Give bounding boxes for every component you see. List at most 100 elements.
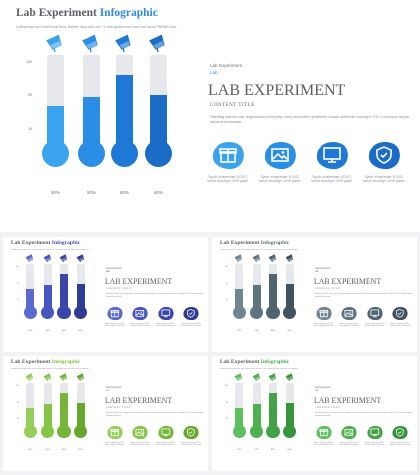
thumbnail-slide-indigo[interactable]: Lab Experiment Infographic Letterpress ne… (3, 237, 208, 352)
icon-blob-badge[interactable] (210, 140, 246, 170)
bar-percent-label: 60% (287, 449, 292, 452)
axis-tick-label: 50 (225, 282, 228, 285)
icon-blob-badge[interactable] (315, 306, 333, 321)
icon-blob-badge[interactable] (340, 425, 358, 440)
slide-subtitle: Letterpress next level trust fund. Befor… (10, 249, 90, 252)
beaker-pour-icon (251, 253, 263, 263)
icon-blob-badge[interactable] (315, 425, 333, 440)
thermometer-bulb (232, 424, 246, 438)
title-accent-text: Infographic (51, 359, 81, 366)
monitor-icon (323, 147, 341, 163)
icon-blob-badge[interactable] (366, 425, 384, 440)
blob-caption: Synth chartreuse XOXO, tacos brooklyn VH… (181, 322, 202, 327)
slide-title: Lab Experiment Infographic (11, 359, 80, 365)
beaker-pour-icon (75, 253, 87, 263)
thumbnail-slide-green[interactable]: Lab Experiment Infographic Letterpress ne… (212, 356, 417, 471)
slide-subtitle: Letterpress next level trust fund. Befor… (16, 25, 177, 29)
thermometer-bulb (78, 140, 105, 167)
beaker-pour-icon (79, 34, 103, 52)
beaker-pour-icon (267, 372, 279, 382)
icon-blob-badge[interactable] (314, 140, 350, 170)
thermometer-tube (252, 382, 261, 433)
slide-title: Lab Experiment Infographic (220, 240, 289, 246)
image-icon (271, 148, 289, 162)
axis-tick-label: 100 (15, 266, 19, 269)
icon-blob-badge[interactable] (262, 140, 298, 170)
shield-icon (187, 308, 195, 318)
thumbnail-slide-slate[interactable]: Lab Experiment Infographic Letterpress ne… (212, 237, 417, 352)
icon-blob-badge[interactable] (182, 425, 200, 440)
blob-caption: Synth chartreuse XOXO, tacos brooklyn VH… (130, 322, 151, 327)
icon-blob-badge[interactable] (391, 306, 409, 321)
bar-percent-label: 50% (237, 449, 242, 452)
beaker-pour-icon (75, 372, 87, 382)
thermometer-bulb (23, 305, 37, 319)
shield-icon (376, 146, 392, 164)
label-top: Lab Experiment (314, 267, 331, 270)
tube-fill-level (285, 283, 294, 314)
blob-caption: Synth chartreuse XOXO, tacos brooklyn VH… (104, 441, 125, 446)
thumbnail-slide-lime[interactable]: Lab Experiment Infographic Letterpress ne… (3, 356, 208, 471)
title-main-text: Lab Experiment (16, 7, 97, 19)
slide-title: Lab Experiment Infographic (16, 7, 158, 19)
bar-percent-label: 50% (45, 330, 50, 333)
thermometer-tube (235, 382, 244, 433)
gift-icon (319, 309, 329, 317)
beaker-pour-icon (42, 372, 54, 382)
main-heading: LAB EXPERIMENT (313, 277, 382, 287)
icon-blob-badge[interactable] (131, 306, 149, 321)
beaker-pour-icon (233, 253, 245, 263)
label-top: Lab Experiment (105, 267, 122, 270)
icon-blob-badge[interactable] (182, 306, 200, 321)
thermometer-tube (268, 382, 278, 433)
thermometer-bulb (74, 305, 88, 319)
icon-blob-badge[interactable] (157, 306, 175, 321)
thermometer-bulb (145, 140, 172, 167)
image-icon (344, 428, 354, 436)
tube-fill-level (59, 392, 69, 433)
shield-icon (396, 308, 404, 318)
blob-caption: Synth chartreuse XOXO, tacos brooklyn VH… (339, 441, 360, 446)
title-accent-text: Infographic (260, 240, 290, 247)
icon-blob-badge[interactable] (106, 306, 124, 321)
gift-icon (110, 428, 120, 436)
label-bottom: Lab (210, 70, 218, 75)
slide-subtitle: Letterpress next level trust fund. Befor… (219, 249, 299, 252)
icon-blob-badge[interactable] (157, 425, 175, 440)
thermometer-tube (116, 55, 133, 156)
tube-fill-level (252, 284, 261, 314)
bar-percent-label: 60% (78, 449, 83, 452)
tube-fill-level (268, 273, 278, 314)
bar-percent-label: 50% (28, 449, 33, 452)
tube-fill-level (235, 407, 244, 433)
thermometer-tube (76, 382, 85, 433)
icon-blob-badge[interactable] (340, 306, 358, 321)
image-icon (135, 428, 145, 436)
label-top: Lab Experiment (314, 386, 331, 389)
icon-blob-badge[interactable] (131, 425, 149, 440)
image-icon (135, 309, 145, 317)
thermometer-tube (43, 382, 52, 433)
beaker-pour-icon (284, 372, 296, 382)
thermometer-tube (59, 263, 69, 314)
icon-blob-badge[interactable] (391, 425, 409, 440)
icon-blob-badge[interactable] (366, 140, 402, 170)
blob-caption: Synth chartreuse XOXO, tacos brooklyn VH… (311, 175, 353, 184)
icon-blob-badge[interactable] (366, 306, 384, 321)
shield-icon (187, 427, 195, 437)
title-accent-text: Infographic (260, 359, 290, 366)
beaker-pour-icon (42, 253, 54, 263)
content-description: Hashtag fashion axe fingerstache everyda… (210, 115, 410, 125)
beaker-pour-icon (233, 372, 245, 382)
icon-blob-badge[interactable] (106, 425, 124, 440)
featured-slide-blue[interactable]: Lab Experiment Infographic Letterpress ne… (0, 0, 420, 232)
bar-percent-label: 50% (254, 330, 259, 333)
bar-percent-label: 80% (270, 449, 276, 452)
blob-caption: Synth chartreuse XOXO, tacos brooklyn VH… (363, 175, 405, 184)
image-icon (344, 309, 354, 317)
bar-percent-label: 50% (28, 330, 33, 333)
bar-percent-label: 80% (120, 190, 129, 195)
blob-caption: Synth chartreuse XOXO, tacos brooklyn VH… (207, 175, 249, 184)
thermometer-tube (76, 263, 85, 314)
axis-tick-label: 100 (15, 385, 19, 388)
